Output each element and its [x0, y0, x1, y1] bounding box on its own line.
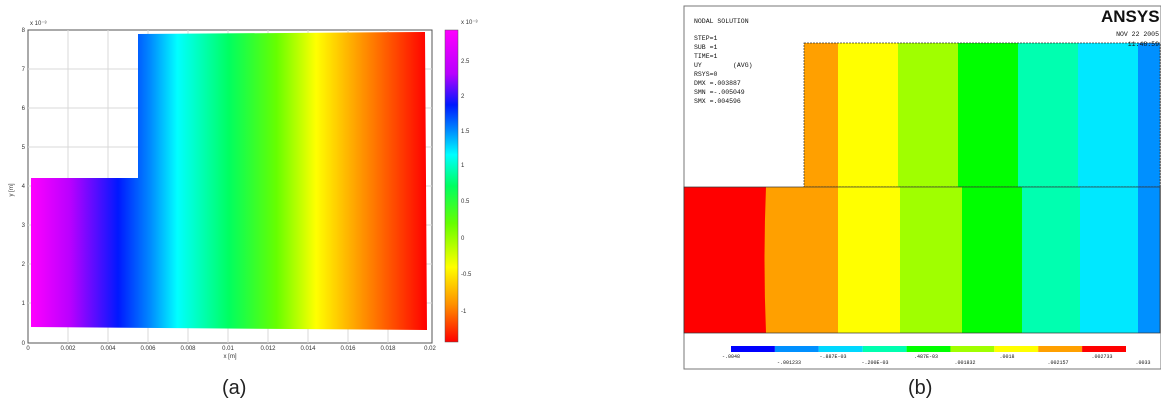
legend-swatch	[994, 346, 1039, 352]
cbar-tick-6: -0.5	[461, 272, 472, 278]
info-line-7: SMN =-.005049	[694, 89, 745, 96]
info-line-0: NODAL SOLUTION	[694, 18, 749, 25]
y-tick-4: 4	[22, 184, 26, 190]
time-label: 11:48:59	[1128, 41, 1159, 48]
legend-swatch	[950, 346, 995, 352]
info-line-1: STEP=1	[694, 35, 718, 42]
x-tick-5: 0.01	[222, 346, 234, 352]
upper-block	[803, 42, 1161, 188]
info-line-6: DMX =.003887	[694, 80, 741, 87]
cbar-tick-7: -1	[461, 309, 467, 315]
x-tick-10: 0.02	[424, 346, 436, 352]
legend-bottom-2: .001832	[954, 360, 975, 366]
legend-top-3: .0018	[999, 354, 1014, 360]
cbar-tick-3: 1	[461, 163, 465, 169]
legend-swatch	[774, 346, 819, 352]
colorbar	[444, 29, 459, 343]
info-line-8: SMX =.004596	[694, 98, 741, 105]
field-domain	[31, 32, 427, 330]
x-tick-9: 0.018	[380, 346, 396, 352]
cbar-tick-5: 0	[461, 236, 465, 242]
legend-swatch	[731, 346, 775, 352]
cbar-tick-1: 2	[461, 94, 465, 100]
y-tick-1: 1	[22, 301, 26, 307]
date-label: NOV 22 2005	[1116, 31, 1159, 38]
y-tick-0: 0	[22, 341, 26, 347]
x-axis-label: x [m]	[224, 354, 237, 360]
legend-swatch	[862, 346, 907, 352]
info-line-3: TIME=1	[694, 53, 718, 60]
legend-swatch	[1038, 346, 1083, 352]
legend-bar	[731, 346, 1126, 352]
y-axis-label: y [m]	[9, 183, 15, 196]
legend-top-2: .487E-03	[914, 354, 938, 360]
y-tick-6: 6	[22, 106, 26, 112]
panel-b: NODAL SOLUTION STEP=1 SUB =1 TIME=1 UY (…	[683, 5, 1161, 370]
cbar-tick-4: 0.5	[461, 199, 470, 205]
ansys-logo: ANSYS	[1101, 7, 1160, 26]
cbar-tick-0: 2.5	[461, 59, 470, 65]
x-tick-3: 0.006	[140, 346, 156, 352]
panel-a: 0 0.002 0.004 0.006 0.008 0.01 0.012 0.0…	[9, 20, 478, 360]
legend-top-4: .002733	[1091, 354, 1112, 360]
x-multiplier: x 10⁻³	[30, 21, 47, 27]
cbar-tick-2: 1.5	[461, 129, 470, 135]
info-line-5: RSYS=0	[694, 71, 718, 78]
legend-bottom-3: .002157	[1047, 360, 1068, 366]
legend-swatch	[818, 346, 863, 352]
info-line-2: SUB =1	[694, 44, 718, 51]
x-tick-1: 0.002	[60, 346, 76, 352]
x-tick-7: 0.014	[300, 346, 316, 352]
legend-bottom-4: .0033	[1135, 360, 1150, 366]
caption-a: (a)	[222, 377, 247, 399]
colorbar-multiplier: x 10⁻³	[461, 20, 478, 26]
x-tick-0: 0	[26, 346, 30, 352]
y-tick-2: 2	[22, 262, 26, 268]
lower-block	[683, 186, 1161, 334]
x-tick-4: 0.008	[180, 346, 196, 352]
x-tick-8: 0.016	[340, 346, 356, 352]
x-tick-2: 0.004	[100, 346, 116, 352]
legend-top-0: -.0048	[722, 354, 740, 360]
legend-swatch	[1082, 346, 1126, 352]
legend-top-1: -.887E-03	[819, 354, 846, 360]
info-line-4: UY (AVG)	[694, 62, 753, 69]
legend-bottom-0: -.001233	[777, 360, 801, 366]
y-tick-8: 8	[22, 28, 26, 34]
x-tick-6: 0.012	[260, 346, 276, 352]
caption-b: (b)	[908, 377, 933, 399]
legend-swatch	[906, 346, 951, 352]
legend-bottom-1: -.200E-03	[861, 360, 888, 366]
y-tick-3: 3	[22, 223, 26, 229]
y-tick-7: 7	[22, 67, 26, 73]
y-tick-5: 5	[22, 145, 26, 151]
